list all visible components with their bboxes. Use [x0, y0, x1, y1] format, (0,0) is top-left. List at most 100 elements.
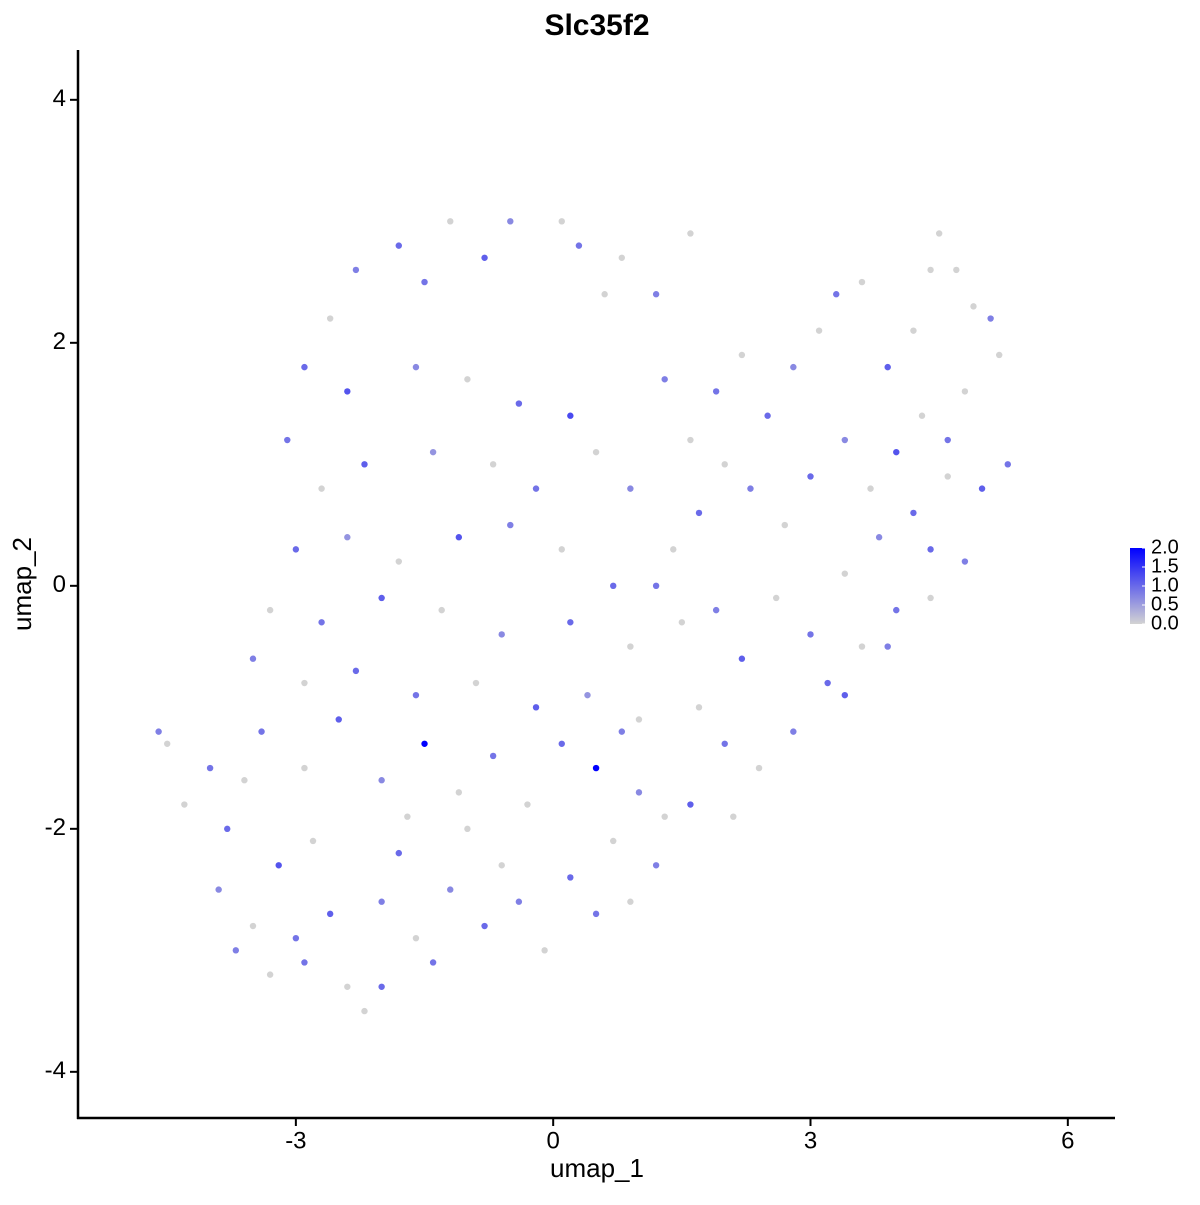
- point: [567, 874, 574, 881]
- point: [489, 752, 497, 760]
- point: [421, 740, 428, 747]
- point: [206, 764, 214, 772]
- point: [738, 351, 746, 359]
- point: [627, 898, 634, 905]
- point: [318, 619, 325, 626]
- point: [618, 254, 626, 261]
- point: [858, 643, 866, 650]
- point: [730, 813, 737, 820]
- point: [361, 461, 368, 468]
- point: [258, 728, 265, 735]
- point: [592, 448, 600, 456]
- point: [266, 606, 274, 614]
- point: [344, 388, 351, 395]
- point: [841, 436, 849, 444]
- point: [712, 606, 720, 614]
- point: [841, 570, 849, 577]
- y-tick-label: 2: [53, 328, 66, 355]
- point: [558, 740, 565, 747]
- point: [687, 230, 694, 237]
- point: [592, 910, 600, 918]
- point: [996, 351, 1003, 359]
- point: [447, 886, 454, 893]
- point: [378, 777, 385, 784]
- point: [601, 291, 608, 298]
- point: [412, 934, 420, 942]
- y-tick-label: -4: [45, 1057, 66, 1084]
- point: [575, 242, 583, 249]
- point: [249, 922, 257, 930]
- point: [412, 691, 420, 699]
- point: [841, 691, 849, 699]
- point: [953, 266, 960, 274]
- point: [326, 315, 334, 322]
- y-tick-label: -2: [45, 814, 66, 841]
- point: [378, 898, 385, 905]
- point: [652, 862, 660, 869]
- point: [395, 242, 402, 249]
- x-tick-label: -3: [285, 1127, 306, 1154]
- point: [309, 837, 317, 845]
- point: [875, 534, 883, 541]
- point: [164, 740, 171, 747]
- point: [884, 363, 891, 371]
- point: [455, 534, 463, 541]
- colorbar-tick-label: 1.5: [1151, 555, 1179, 577]
- point: [464, 376, 471, 383]
- point: [652, 582, 660, 590]
- point: [301, 679, 308, 687]
- point: [507, 218, 514, 225]
- point: [352, 266, 360, 274]
- point: [532, 704, 540, 711]
- point: [266, 971, 274, 978]
- point: [790, 728, 797, 735]
- point: [292, 934, 300, 942]
- point: [695, 509, 703, 517]
- point: [224, 825, 231, 833]
- y-tick-label: 4: [53, 85, 66, 112]
- point: [927, 546, 934, 553]
- point: [455, 789, 463, 796]
- point: [592, 764, 600, 772]
- point: [610, 837, 617, 845]
- colorbar-tick-label: 2.0: [1151, 536, 1179, 558]
- y-tick-label: 0: [53, 571, 66, 598]
- point: [790, 363, 797, 371]
- point: [781, 521, 788, 529]
- point: [918, 412, 926, 419]
- point: [524, 801, 531, 808]
- point: [927, 266, 934, 274]
- point: [464, 825, 471, 833]
- point: [181, 801, 188, 808]
- point: [352, 667, 360, 675]
- colorbar-tick-label: 0.0: [1151, 612, 1179, 634]
- point: [215, 886, 222, 893]
- point: [429, 448, 437, 456]
- point: [944, 473, 951, 480]
- point: [489, 461, 497, 468]
- point: [275, 862, 282, 869]
- point: [438, 606, 445, 614]
- point: [301, 764, 308, 772]
- point: [558, 546, 565, 553]
- point: [738, 655, 746, 662]
- point: [378, 983, 385, 990]
- point: [249, 655, 257, 662]
- point: [670, 546, 677, 553]
- point: [927, 594, 934, 602]
- colorbar-tick-label: 1.0: [1151, 574, 1179, 596]
- point: [335, 716, 342, 723]
- point: [961, 388, 969, 395]
- point: [833, 291, 840, 298]
- point: [712, 388, 720, 395]
- point: [987, 315, 994, 322]
- point: [344, 983, 351, 990]
- point: [498, 631, 505, 638]
- point: [893, 448, 900, 456]
- point: [627, 643, 634, 650]
- x-tick-label: 3: [804, 1127, 817, 1154]
- point: [447, 218, 454, 225]
- point: [893, 606, 900, 614]
- point: [292, 546, 300, 553]
